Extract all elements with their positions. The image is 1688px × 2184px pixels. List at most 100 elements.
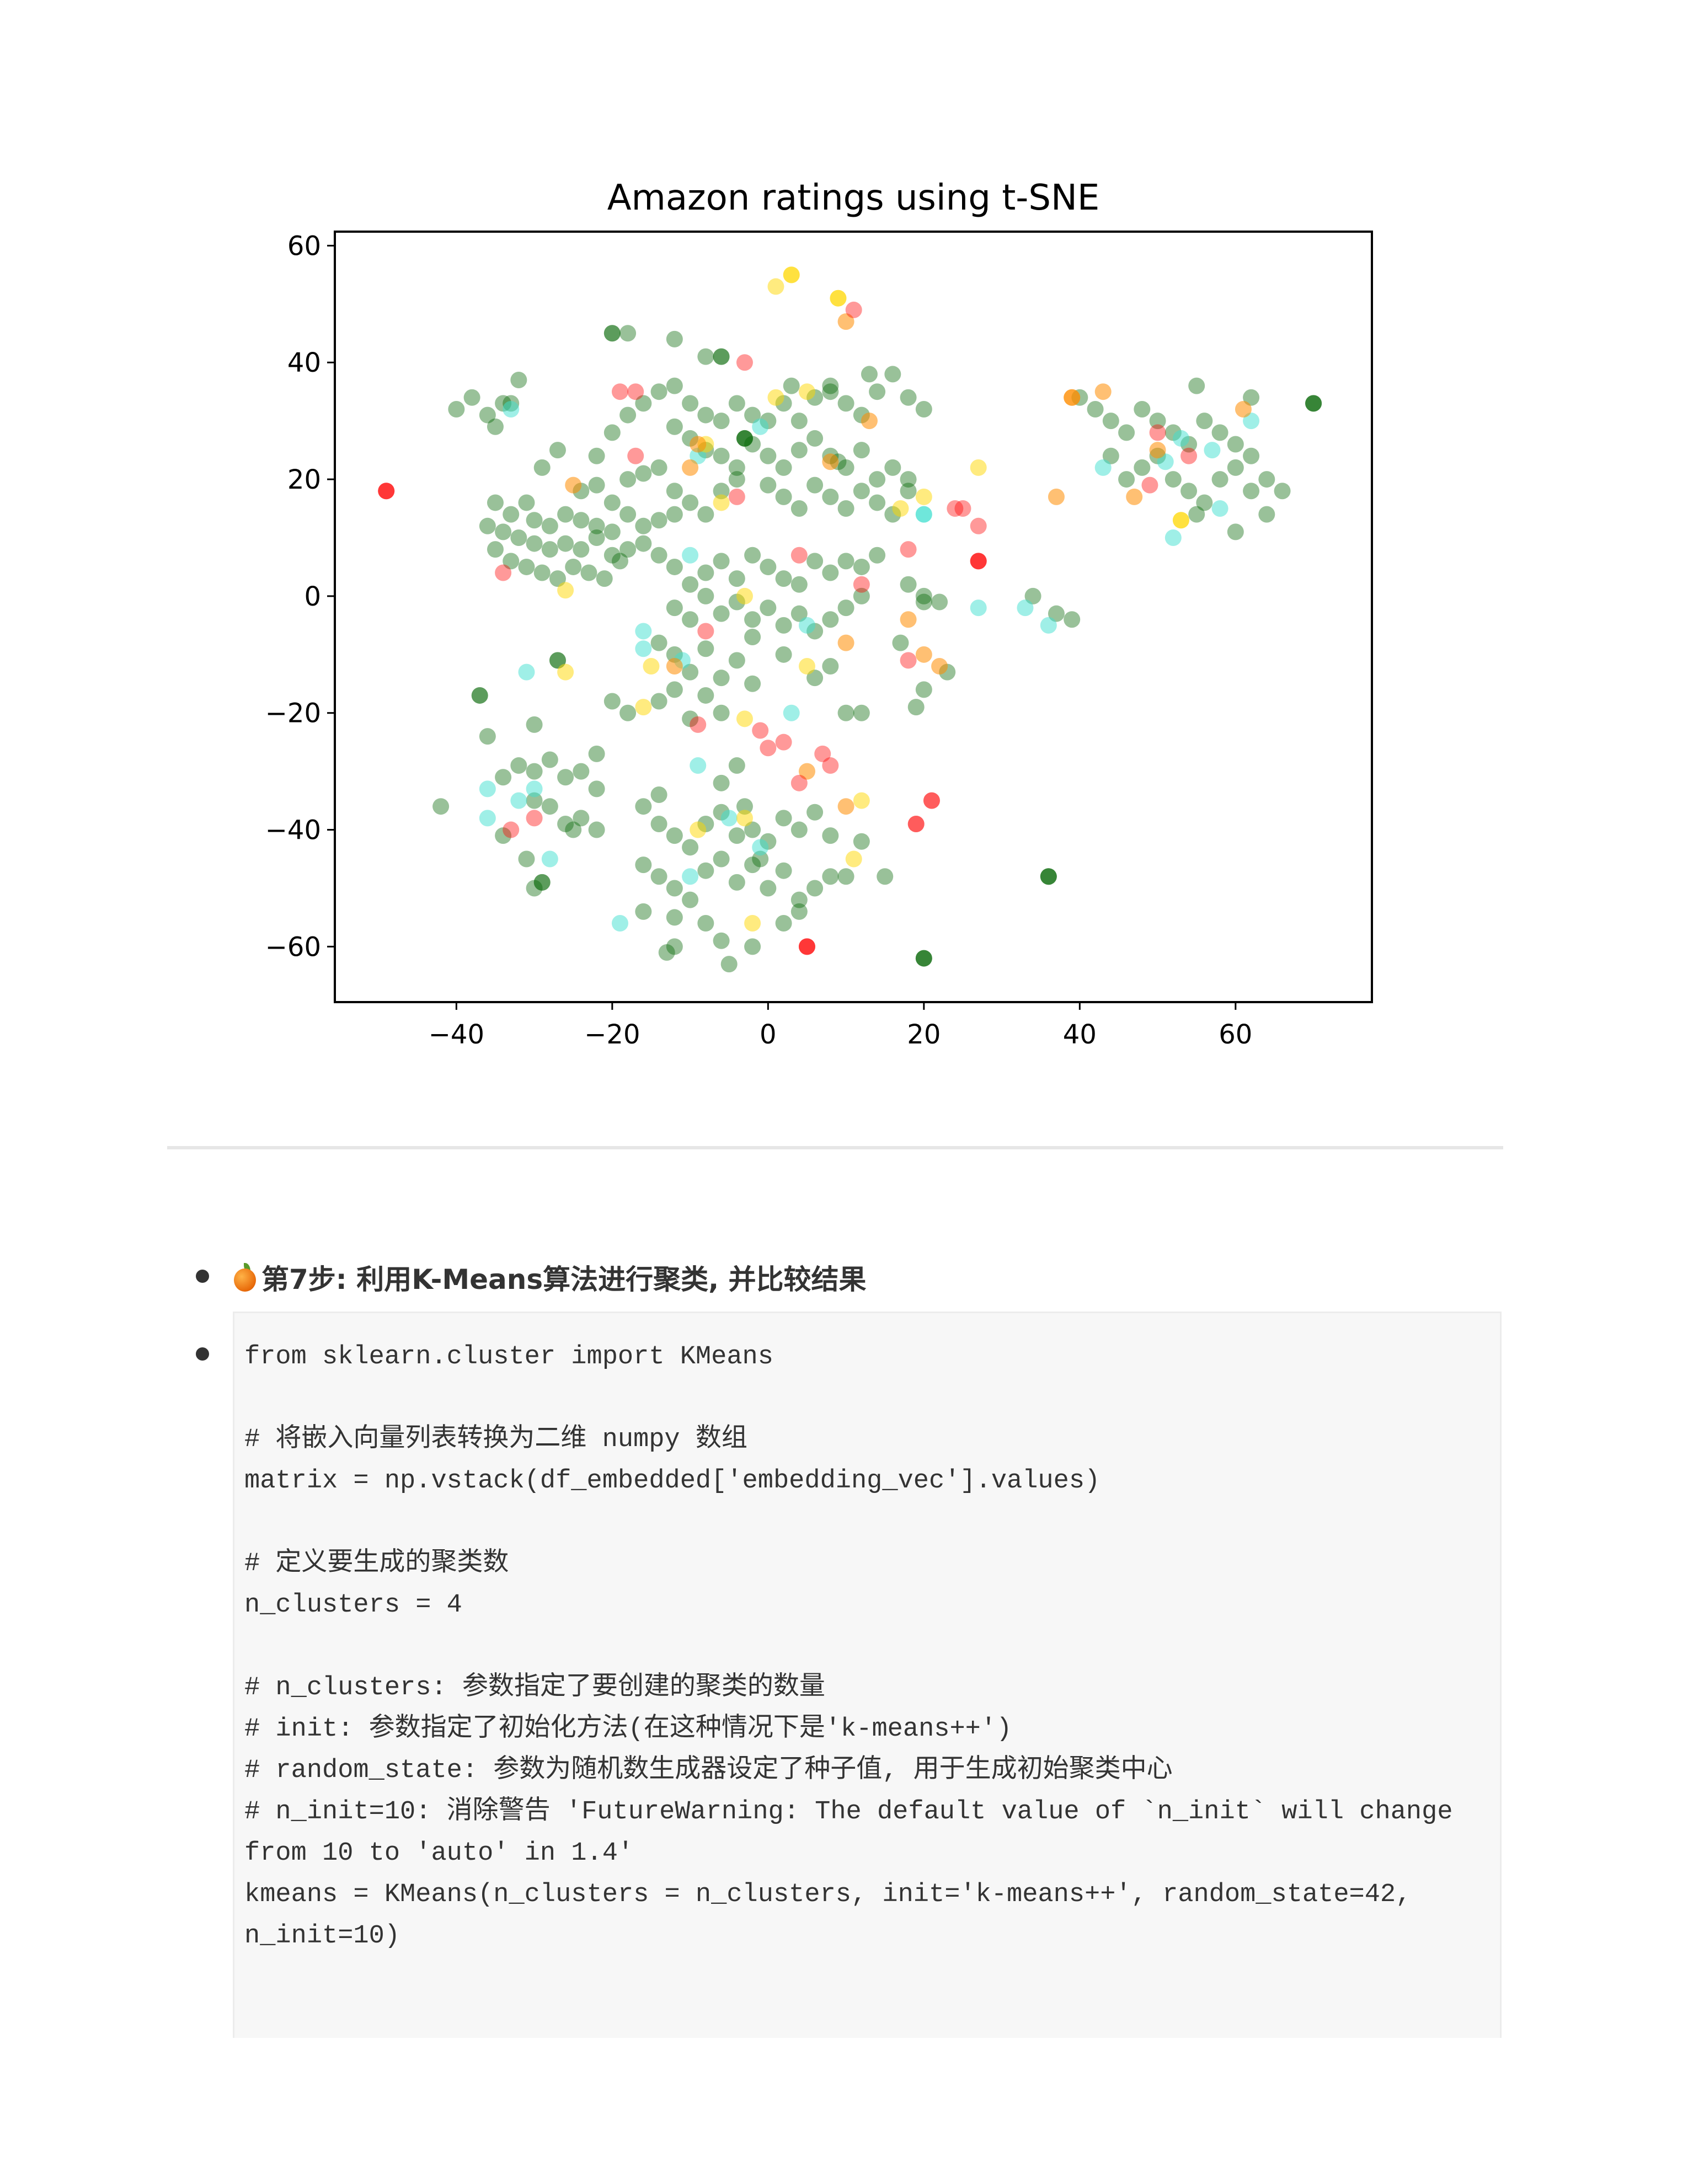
code-block[interactable]: from sklearn.cluster import KMeans # 将嵌入向… <box>233 1312 1502 2038</box>
scatter-point <box>1211 424 1228 441</box>
x-tick-label: 40 <box>1063 1019 1097 1050</box>
scatter-point <box>635 395 652 412</box>
scatter-point <box>822 868 839 885</box>
scatter-point <box>573 810 590 827</box>
code-line: # n_init=10: 消除警告 'FutureWarning: The de… <box>244 1797 1453 1827</box>
scatter-point <box>869 547 886 564</box>
scatter-point <box>970 553 987 570</box>
scatter-point <box>650 512 667 529</box>
scatter-point <box>822 488 839 505</box>
scatter-point <box>1134 459 1151 476</box>
scatter-point <box>650 693 667 710</box>
scatter-point <box>752 850 769 868</box>
scatter-point <box>783 704 800 721</box>
scatter-point <box>1102 447 1119 464</box>
scatter-point <box>682 494 699 511</box>
scatter-point <box>775 862 792 879</box>
x-tick-label: −20 <box>584 1019 640 1050</box>
scatter-point <box>713 348 730 365</box>
scatter-point <box>837 599 854 617</box>
scatter-point <box>1102 413 1119 430</box>
scatter-point <box>752 722 769 739</box>
scatter-point <box>845 850 862 868</box>
scatter-point <box>1094 383 1112 400</box>
scatter-point <box>510 372 527 389</box>
scatter-point <box>728 652 745 669</box>
scatter-point <box>619 471 637 488</box>
code-line: matrix = np.vstack(df_embedded['embeddin… <box>244 1466 1101 1496</box>
scatter-point <box>806 804 824 821</box>
scatter-point <box>822 453 839 470</box>
scatter-point <box>690 757 707 774</box>
scatter-point <box>853 587 870 604</box>
scatter-point <box>666 909 683 926</box>
scatter-point <box>736 710 753 727</box>
scatter-point <box>822 827 839 844</box>
scatter-point <box>619 506 637 523</box>
scatter-point <box>798 938 815 955</box>
scatter-point <box>892 500 909 517</box>
scatter-point <box>557 582 574 599</box>
scatter-point <box>798 617 815 634</box>
plot-frame <box>334 231 1373 1003</box>
scatter-point <box>697 564 714 581</box>
code-line: n_init=10) <box>244 1921 400 1951</box>
scatter-point <box>487 541 504 558</box>
code-line: from sklearn.cluster import KMeans <box>244 1342 773 1372</box>
scatter-point <box>837 553 854 570</box>
scatter-point <box>907 815 925 832</box>
x-axis: −40 −20 0 20 40 60 <box>429 1002 1252 1050</box>
scatter-point <box>518 663 535 681</box>
scatter-point <box>884 366 901 383</box>
scatter-point <box>760 558 777 575</box>
code-line <box>244 1502 1453 1543</box>
code-line <box>244 1378 1453 1419</box>
scatter-point <box>697 506 714 523</box>
scatter-point <box>837 395 854 412</box>
scatter-point <box>1094 459 1112 476</box>
scatter-point <box>471 687 488 704</box>
scatter-point <box>697 640 714 657</box>
scatter-point <box>1243 389 1260 406</box>
scatter-point <box>533 874 551 891</box>
scatter-point <box>666 938 683 955</box>
scatter-point <box>1134 400 1151 417</box>
scatter-point <box>495 827 512 844</box>
bullet-dot <box>196 1347 209 1361</box>
scatter-point <box>822 757 839 774</box>
code-text[interactable]: from sklearn.cluster import KMeans # 将嵌入向… <box>244 1336 1453 1957</box>
scatter-point <box>635 535 652 552</box>
scatter-point <box>1048 605 1065 622</box>
scatter-point <box>1040 868 1057 885</box>
x-tick-label: −40 <box>429 1019 484 1050</box>
scatter-point <box>744 611 761 628</box>
scatter-point <box>682 868 699 885</box>
scatter-point <box>728 459 745 476</box>
scatter-point <box>790 576 808 593</box>
scatter-point <box>541 798 558 815</box>
scatter-point <box>830 290 847 307</box>
x-tick-label: 60 <box>1219 1019 1252 1050</box>
scatter-point <box>775 915 792 932</box>
scatter-point <box>752 839 769 856</box>
scatter-point <box>463 389 480 406</box>
scatter-point <box>783 266 800 283</box>
x-tick-label: 20 <box>907 1019 941 1050</box>
scatter-point <box>837 868 854 885</box>
scatter-point <box>767 389 784 406</box>
scatter-point <box>549 570 566 587</box>
scatter-point <box>1227 436 1244 453</box>
scatter-point <box>900 611 917 628</box>
chart-title: Amazon ratings using t-SNE <box>607 178 1100 218</box>
scatter-point <box>806 670 824 687</box>
scatter-point <box>822 383 839 400</box>
scatter-point <box>541 541 558 558</box>
orange-icon <box>233 1263 257 1292</box>
y-tick-label: 0 <box>304 581 321 612</box>
scatter-point <box>798 383 815 400</box>
scatter-point <box>588 780 605 797</box>
scatter-point <box>603 547 621 564</box>
scatter-point <box>682 459 699 476</box>
scatter-point <box>1204 442 1221 459</box>
scatter-point <box>1126 488 1143 505</box>
